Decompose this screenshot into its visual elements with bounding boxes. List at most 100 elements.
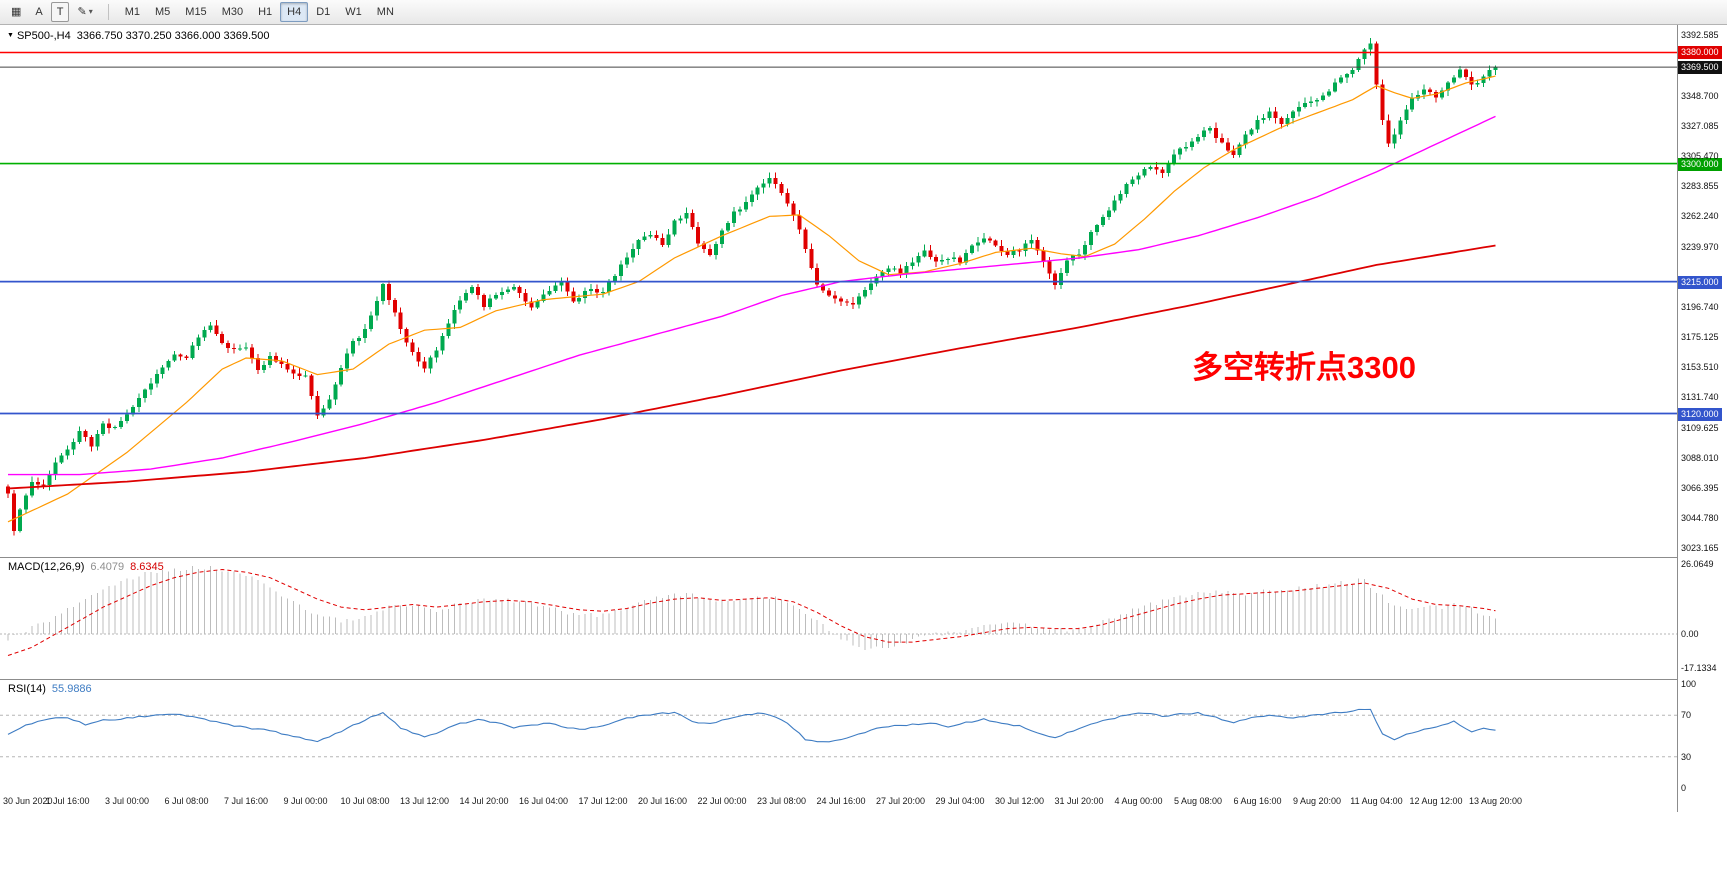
macd-signal-line bbox=[7, 568, 1496, 656]
time-axis-label: 4 Aug 00:00 bbox=[1114, 796, 1163, 806]
price-level-badge: 3369.500 bbox=[1678, 61, 1722, 74]
panel-separator[interactable] bbox=[0, 557, 1727, 558]
time-axis-label: 29 Jul 04:00 bbox=[935, 796, 985, 806]
time-axis-label: 11 Aug 04:00 bbox=[1350, 796, 1403, 806]
price-tick: 3327.085 bbox=[1681, 121, 1719, 131]
rsi-panel[interactable] bbox=[0, 680, 1677, 792]
time-axis-label: 13 Aug 20:00 bbox=[1468, 796, 1523, 806]
ohlc-values: 3366.750 3370.250 3366.000 3369.500 bbox=[76, 30, 270, 42]
chevron-down-icon: ▾ bbox=[88, 7, 93, 16]
price-level-badge: 3215.000 bbox=[1678, 276, 1722, 289]
time-axis-label: 16 Jul 04:00 bbox=[518, 796, 569, 806]
price-level-badge: 3380.000 bbox=[1678, 46, 1722, 59]
time-axis-label: 13 Jul 12:00 bbox=[399, 796, 450, 806]
time-axis-label: 17 Jul 12:00 bbox=[578, 796, 628, 806]
timeframe-button-M30[interactable]: M30 bbox=[221, 6, 244, 18]
annotations-tool-button[interactable]: A bbox=[35, 6, 43, 18]
time-axis-label: 5 Aug 08:00 bbox=[1173, 796, 1223, 806]
ma-medium-line bbox=[8, 115, 1496, 476]
timeframe-button-H4[interactable]: H4 bbox=[280, 2, 309, 22]
time-axis-label: 9 Jul 00:00 bbox=[283, 796, 328, 806]
time-axis[interactable]: 30 Jun 2020 1 Jul 16:00 3 Jul 00:00 6 Jul 0… bbox=[0, 792, 1677, 812]
timeframe-button-M5[interactable]: M5 bbox=[155, 6, 171, 18]
time-axis-label: 20 Jul 16:00 bbox=[637, 796, 688, 806]
panel-separator[interactable] bbox=[0, 679, 1727, 680]
timeframe-button-M1[interactable]: M1 bbox=[124, 6, 140, 18]
rsi-line bbox=[7, 708, 1496, 743]
price-tick: 3153.510 bbox=[1681, 362, 1719, 372]
price-tick: 3239.970 bbox=[1681, 242, 1719, 252]
price-tick: 3196.740 bbox=[1681, 302, 1719, 312]
time-axis-label: 12 Aug 12:00 bbox=[1409, 796, 1463, 806]
rsi-label: RSI(14) 55.9886 bbox=[8, 683, 92, 695]
price-scale[interactable]: 3380.000 3369.500 3300.000 3215.000 3120.000… bbox=[1678, 25, 1727, 812]
timeframe-button-M15[interactable]: M15 bbox=[185, 6, 207, 18]
ma-fast-line bbox=[7, 75, 1496, 523]
draw-tool-button[interactable]: ✎ ▾ bbox=[71, 2, 98, 22]
time-axis-label: 6 Jul 08:00 bbox=[164, 796, 209, 806]
time-axis-label: 14 Jul 20:00 bbox=[459, 796, 509, 806]
macd-main-value: 6.4079 bbox=[90, 561, 125, 573]
text-tool-button[interactable]: T bbox=[50, 2, 70, 22]
price-tick: 3023.165 bbox=[1681, 543, 1719, 553]
rsi-scale-tick: 0 bbox=[1681, 783, 1687, 793]
time-axis-label: 31 Jul 20:00 bbox=[1054, 796, 1104, 806]
time-axis-label: 22 Jul 00:00 bbox=[697, 796, 747, 806]
time-axis-label: 7 Jul 16:00 bbox=[223, 796, 269, 806]
macd-scale-tick: 26.0649 bbox=[1681, 559, 1714, 569]
price-tick: 3044.780 bbox=[1681, 513, 1719, 523]
main-chart[interactable] bbox=[0, 25, 1677, 557]
timeframe-button-MN[interactable]: MN bbox=[376, 6, 394, 18]
price-tick: 3066.395 bbox=[1681, 483, 1719, 493]
timeframe-button-H1[interactable]: H1 bbox=[258, 6, 273, 18]
price-tick: 3109.625 bbox=[1681, 423, 1719, 433]
price-tick: 3131.740 bbox=[1681, 392, 1719, 402]
time-axis-label: 23 Jul 08:00 bbox=[756, 796, 807, 806]
price-level-badge: 3300.000 bbox=[1678, 158, 1722, 171]
price-tick: 3348.700 bbox=[1681, 91, 1719, 101]
macd-name: MACD(12,26,9) bbox=[8, 561, 85, 573]
time-axis-label: 10 Jul 08:00 bbox=[340, 796, 390, 806]
price-tick: 3088.010 bbox=[1681, 453, 1719, 463]
timeframe-button-D1[interactable]: D1 bbox=[316, 6, 331, 18]
macd-histogram bbox=[7, 565, 1496, 650]
toolbar-separator bbox=[107, 4, 109, 20]
collapse-icon[interactable]: ▼ bbox=[7, 32, 14, 39]
toolbar: ▦ A T ✎ ▾ M1 M5 M15 M30 H1 H4 D1 W1 MN bbox=[0, 0, 1727, 25]
price-tick: 3175.125 bbox=[1681, 332, 1719, 342]
time-axis-label: 24 Jul 16:00 bbox=[816, 796, 866, 806]
time-axis-label: 30 Jul 12:00 bbox=[994, 796, 1045, 806]
time-axis-label: 27 Jul 20:00 bbox=[875, 796, 926, 806]
time-axis-label: 1 Jul 16:00 bbox=[45, 796, 90, 806]
rsi-scale-tick: 100 bbox=[1681, 679, 1697, 689]
price-tick: 3283.855 bbox=[1681, 181, 1719, 191]
price-level-badge: 3120.000 bbox=[1678, 408, 1722, 421]
macd-panel[interactable] bbox=[0, 558, 1677, 679]
candles-layer bbox=[6, 38, 1498, 536]
time-axis-label: 3 Jul 00:00 bbox=[104, 796, 150, 806]
scale-divider bbox=[1677, 25, 1678, 812]
time-axis-label: 30 Jun 2020 bbox=[3, 796, 53, 806]
timeframe-button-W1[interactable]: W1 bbox=[345, 6, 362, 18]
symbol-name: SP500-,H4 bbox=[16, 30, 71, 42]
rsi-scale-tick: 30 bbox=[1681, 752, 1692, 762]
rsi-scale-tick: 70 bbox=[1681, 710, 1692, 720]
price-tick: 3305.470 bbox=[1681, 151, 1719, 161]
timeframe-toolbar: M1 M5 M15 M30 H1 H4 D1 W1 MN bbox=[118, 2, 401, 22]
chart-annotation[interactable]: 多空转折点3300 bbox=[1192, 350, 1416, 385]
macd-scale-tick: -17.1334 bbox=[1681, 663, 1717, 673]
macd-label: MACD(12,26,9) 6.4079 8.6345 bbox=[8, 561, 164, 573]
ma-slow-line bbox=[7, 244, 1496, 490]
pencil-icon: ✎ bbox=[77, 6, 87, 18]
symbol-ohlc-label[interactable]: ▼ SP500-,H4 3366.750 3370.250 3366.000 336… bbox=[7, 30, 269, 42]
time-axis-label: 6 Aug 16:00 bbox=[1233, 796, 1282, 806]
macd-scale-tick: 0.00 bbox=[1681, 629, 1699, 639]
rsi-value: 55.9886 bbox=[51, 683, 92, 695]
price-tick: 3262.240 bbox=[1681, 211, 1719, 221]
rsi-name: RSI(14) bbox=[8, 683, 46, 695]
price-tick: 3392.585 bbox=[1681, 30, 1719, 40]
time-axis-label: 9 Aug 20:00 bbox=[1292, 796, 1342, 806]
macd-signal-value: 8.6345 bbox=[130, 561, 164, 573]
modules-grid-icon[interactable]: ▦ bbox=[11, 6, 22, 18]
